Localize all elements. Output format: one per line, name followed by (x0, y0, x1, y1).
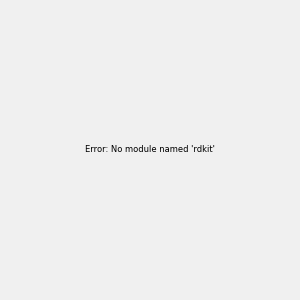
Text: Error: No module named 'rdkit': Error: No module named 'rdkit' (85, 146, 215, 154)
